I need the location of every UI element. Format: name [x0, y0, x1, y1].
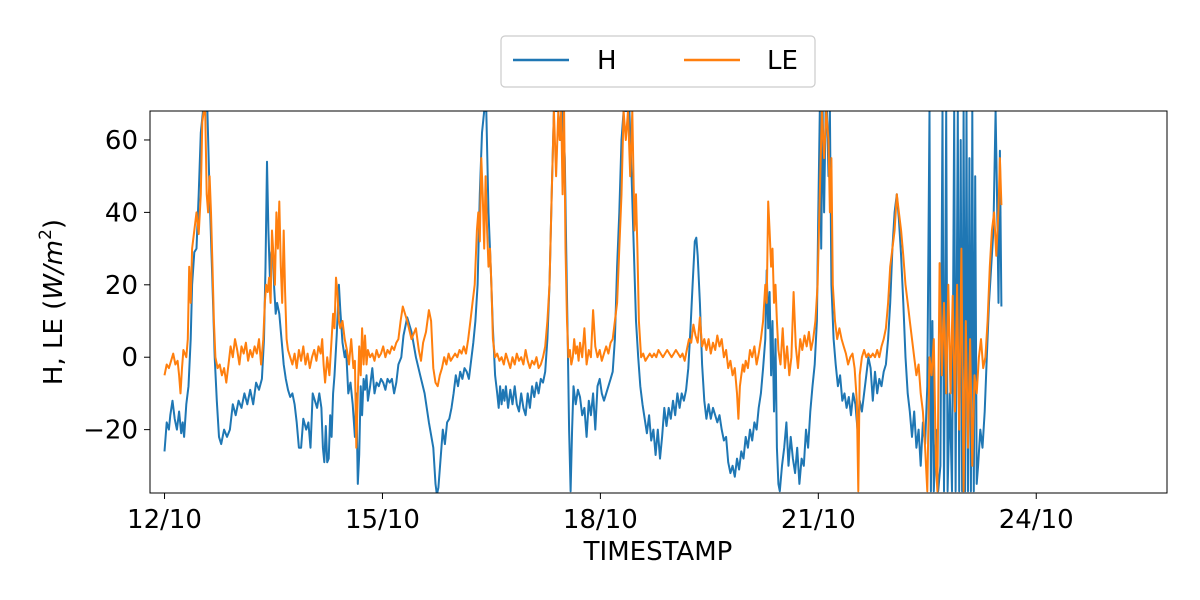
legend: H LE: [500, 35, 816, 88]
y-axis-label-unit: W/m: [39, 240, 69, 300]
y-tick-label: −20: [83, 416, 138, 446]
legend-label-le: LE: [767, 46, 798, 76]
legend-frame: [500, 35, 816, 88]
y-tick-label: 60: [105, 126, 138, 156]
y-tick-label: 40: [105, 198, 138, 228]
x-tick-label: 24/10: [999, 505, 1074, 535]
y-tick-label: 0: [121, 343, 138, 373]
y-axis-label: H, LE (W/m2): [36, 219, 69, 385]
series-line-h: [163, 111, 1003, 493]
y-axis-label-sup: 2: [36, 229, 56, 240]
y-axis-label-close: ): [39, 219, 69, 229]
y-tick-label: 20: [105, 271, 138, 301]
y-axis-label-main: H, LE (: [39, 300, 69, 385]
series-line-le: [163, 111, 1003, 493]
x-tick-label: 21/10: [781, 505, 856, 535]
x-axis-label: TIMESTAMP: [583, 537, 733, 567]
x-axis: 12/10 15/10 18/10 21/10 24/10: [127, 493, 1074, 535]
plot-frame: [149, 110, 1168, 494]
x-tick-label: 15/10: [345, 505, 420, 535]
x-tick-label: 18/10: [563, 505, 638, 535]
series-layer: [163, 111, 1003, 493]
x-tick-label: 12/10: [127, 505, 202, 535]
legend-label-h: H: [597, 46, 617, 76]
y-axis: −20 0 20 40 60: [83, 126, 150, 446]
